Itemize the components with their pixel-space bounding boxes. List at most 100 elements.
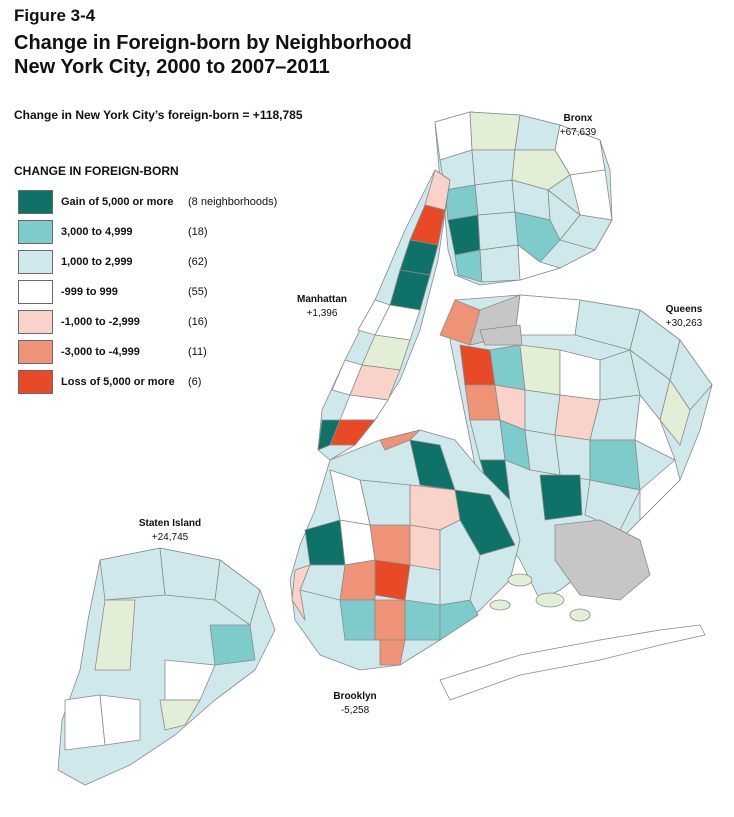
- laguardia: [479, 324, 523, 346]
- neighborhood: [659, 379, 691, 446]
- neighborhood: [357, 299, 391, 336]
- neighborhood: [524, 389, 561, 436]
- neighborhood: [471, 149, 516, 186]
- neighborhood: [511, 149, 571, 191]
- legend-swatch: [18, 280, 53, 304]
- neighborhood: [64, 694, 106, 751]
- figure-label: Figure 3-4: [14, 6, 96, 25]
- legend-count: (11): [188, 346, 207, 358]
- legend-label: -999 to 999: [61, 286, 118, 298]
- legend-count: (16): [188, 316, 208, 328]
- legend-item: 3,000 to 4,999 (18): [14, 218, 314, 248]
- neighborhood: [404, 599, 441, 641]
- neighborhood: [439, 519, 481, 606]
- borough-label-manhattan: Manhattan +1,396: [272, 293, 372, 321]
- neighborhood: [291, 564, 311, 621]
- borough-label-brooklyn: Brooklyn -5,258: [305, 690, 405, 718]
- neighborhood: [489, 344, 526, 391]
- neighborhood: [379, 639, 406, 666]
- legend-title: CHANGE IN FOREIGN-BORN: [14, 164, 179, 178]
- legend-swatch: [18, 310, 53, 334]
- legend-label: Gain of 5,000 or more: [61, 196, 174, 208]
- legend-count: (6): [188, 376, 202, 388]
- legend-swatch: [18, 190, 53, 214]
- legend-item: Gain of 5,000 or more (8 neighborhoods): [14, 188, 314, 218]
- legend-count: (18): [188, 226, 208, 238]
- borough-name: Queens: [665, 304, 703, 315]
- legend-swatch: [18, 370, 53, 394]
- neighborhood: [94, 599, 136, 671]
- island: [569, 608, 591, 622]
- island: [535, 592, 565, 608]
- borough-value: +1,396: [306, 308, 338, 319]
- borough-value: +67,639: [559, 127, 597, 138]
- legend-swatch: [18, 340, 53, 364]
- legend-label: Loss of 5,000 or more: [61, 376, 175, 388]
- neighborhood: [524, 429, 561, 476]
- neighborhood: [159, 547, 221, 601]
- legend-label: -1,000 to -2,999: [61, 316, 140, 328]
- page-title: Change in Foreign-born by Neighborhood N…: [14, 31, 514, 79]
- neighborhood: [477, 211, 519, 251]
- legend-item: -1,000 to -2,999 (16): [14, 308, 314, 338]
- neighborhood: [159, 699, 201, 731]
- island: [489, 599, 511, 611]
- borough-label-queens: Queens +30,263: [634, 303, 734, 331]
- title-line-2: New York City, 2000 to 2007–2011: [14, 56, 330, 78]
- borough-label-bronx: Bronx +67,639: [528, 112, 628, 140]
- neighborhood: [517, 244, 561, 281]
- legend-label: 3,000 to 4,999: [61, 226, 133, 238]
- legend-count: (8 neighborhoods): [188, 196, 278, 208]
- legend-count: (55): [188, 286, 208, 298]
- neighborhood: [99, 547, 166, 601]
- legend-item: Loss of 5,000 or more (6): [14, 368, 314, 398]
- neighborhood: [317, 419, 341, 451]
- neighborhood: [374, 599, 406, 641]
- legend-swatch: [18, 220, 53, 244]
- legend-swatch: [18, 250, 53, 274]
- bronx-neighborhoods: [434, 111, 613, 286]
- borough-value: -5,258: [340, 705, 370, 716]
- staten-island-neighborhoods: [57, 547, 276, 786]
- legend-label: 1,000 to 2,999: [61, 256, 133, 268]
- brooklyn-neighborhoods: [289, 429, 521, 671]
- neighborhood: [379, 429, 421, 451]
- neighborhood: [369, 524, 411, 566]
- neighborhood: [339, 599, 376, 641]
- borough-name: Brooklyn: [333, 691, 377, 702]
- manhattan-neighborhoods: [317, 169, 451, 461]
- neighborhood: [339, 519, 376, 566]
- neighborhood: [639, 459, 681, 521]
- neighborhood: [554, 434, 591, 481]
- neighborhood: [444, 184, 479, 221]
- legend-item: -999 to 999 (55): [14, 278, 314, 308]
- borough-value: +24,745: [151, 532, 189, 543]
- neighborhood: [559, 214, 613, 251]
- jamaica-bay-islands: [489, 573, 591, 622]
- title-line-1: Change in Foreign-born by Neighborhood: [14, 32, 412, 54]
- legend: Gain of 5,000 or more (8 neighborhoods) …: [14, 188, 314, 398]
- island: [507, 573, 533, 587]
- neighborhood: [331, 359, 363, 396]
- neighborhood: [464, 384, 501, 421]
- neighborhood: [329, 469, 371, 526]
- legend-label: -3,000 to -4,999: [61, 346, 140, 358]
- neighborhood: [454, 249, 483, 283]
- neighborhood: [99, 694, 141, 746]
- legend-count: (62): [188, 256, 208, 268]
- neighborhood: [209, 624, 256, 666]
- neighborhood: [439, 599, 479, 641]
- borough-name: Bronx: [563, 113, 593, 124]
- borough-value: +30,263: [665, 318, 703, 329]
- neighborhood: [514, 294, 581, 336]
- rockaway-peninsula: [439, 624, 706, 701]
- neighborhood: [469, 111, 521, 151]
- neighborhood: [539, 474, 583, 521]
- neighborhood: [409, 524, 441, 571]
- borough-name: Staten Island: [138, 518, 202, 529]
- neighborhood: [474, 179, 516, 216]
- neighborhood: [514, 211, 561, 263]
- neighborhood: [519, 344, 561, 396]
